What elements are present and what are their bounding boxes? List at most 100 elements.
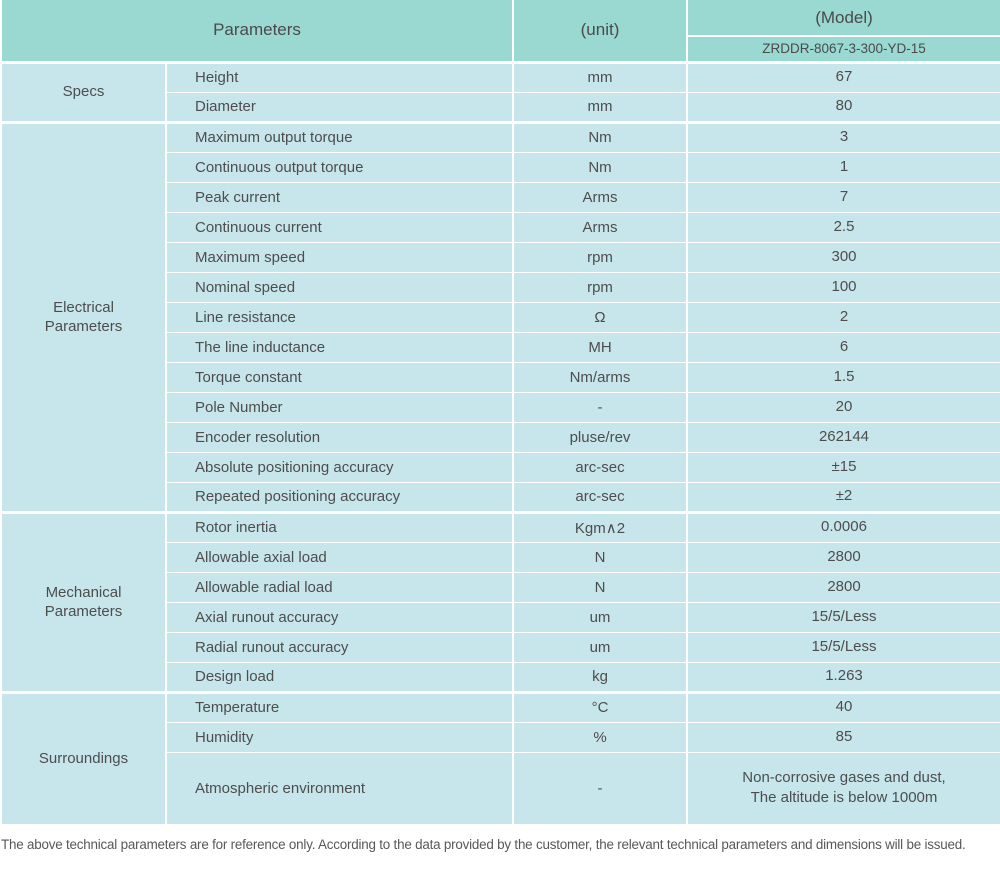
param-unit: °C — [512, 690, 687, 722]
param-unit: Ω — [512, 301, 687, 332]
param-value: 2.5 — [686, 211, 1000, 242]
section-electrical-parameters: Electrical Parameters Maximum output tor… — [1, 120, 1000, 512]
param-unit: Nm — [512, 151, 687, 182]
table-row: Design load kg 1.263 — [1, 661, 1000, 692]
param-name: Diameter — [165, 91, 513, 122]
table-row: Nominal speed rpm 100 — [1, 271, 1000, 302]
table-row: Specs Height mm 67 — [1, 60, 1000, 122]
table-row: Axial runout accuracy um 15/5/Less — [1, 601, 1000, 632]
column-header-unit: (unit) — [512, 0, 687, 62]
param-value: 6 — [686, 331, 1000, 362]
param-value: 85 — [686, 721, 1000, 752]
section-mechanical-parameters: Mechanical Parameters Rotor inertia Kgm∧… — [1, 510, 1000, 692]
table-row: Allowable radial load N 2800 — [1, 571, 1000, 602]
param-value: 100 — [686, 271, 1000, 302]
param-name: Continuous current — [165, 211, 513, 242]
table-row: Torque constant Nm/arms 1.5 — [1, 361, 1000, 392]
param-name: Peak current — [165, 181, 513, 212]
param-name: Absolute positioning accuracy — [165, 451, 513, 482]
param-value: 15/5/Less — [686, 601, 1000, 632]
table-row: Surroundings Temperature °C 40 — [1, 690, 1000, 824]
param-value: ±15 — [686, 451, 1000, 482]
table-row: Humidity % 85 — [1, 721, 1000, 752]
table-row: Mechanical Parameters Rotor inertia Kgm∧… — [1, 510, 1000, 692]
section-category-label: Mechanical Parameters — [1, 510, 166, 692]
param-name: Nominal speed — [165, 271, 513, 302]
param-name: Pole Number — [165, 391, 513, 422]
param-unit: Arms — [512, 211, 687, 242]
param-name: Encoder resolution — [165, 421, 513, 452]
section-category-label: Electrical Parameters — [1, 120, 166, 512]
param-unit: pluse/rev — [512, 421, 687, 452]
table-row: Absolute positioning accuracy arc-sec ±1… — [1, 451, 1000, 482]
param-name: Atmospheric environment — [165, 751, 513, 824]
param-name: Continuous output torque — [165, 151, 513, 182]
table-row: The line inductance MH 6 — [1, 331, 1000, 362]
param-value: Non-corrosive gases and dust, The altitu… — [686, 751, 1000, 824]
footnote-text: The above technical parameters are for r… — [1, 837, 966, 852]
param-value: 3 — [686, 120, 1000, 152]
table-row: Radial runout accuracy um 15/5/Less — [1, 631, 1000, 662]
table-row: Encoder resolution pluse/rev 262144 — [1, 421, 1000, 452]
column-header-parameters: Parameters — [1, 0, 513, 62]
param-value: 0.0006 — [686, 510, 1000, 542]
param-name: Maximum speed — [165, 241, 513, 272]
param-unit: um — [512, 631, 687, 662]
param-name: Temperature — [165, 690, 513, 722]
param-name: Repeated positioning accuracy — [165, 481, 513, 512]
param-name: Allowable radial load — [165, 571, 513, 602]
param-unit: - — [512, 751, 687, 824]
param-unit: Nm — [512, 120, 687, 152]
param-name: Radial runout accuracy — [165, 631, 513, 662]
param-unit: Nm/arms — [512, 361, 687, 392]
param-name: Height — [165, 60, 513, 92]
param-unit: arc-sec — [512, 481, 687, 512]
param-unit: % — [512, 721, 687, 752]
table-row: Repeated positioning accuracy arc-sec ±2 — [1, 481, 1000, 512]
param-unit: mm — [512, 60, 687, 92]
param-value: 2800 — [686, 571, 1000, 602]
table-row: Diameter mm 80 — [1, 91, 1000, 122]
param-name: Line resistance — [165, 301, 513, 332]
table-row: Allowable axial load N 2800 — [1, 541, 1000, 572]
param-unit: N — [512, 541, 687, 572]
table-row: Pole Number - 20 — [1, 391, 1000, 422]
param-unit: arc-sec — [512, 451, 687, 482]
param-value: ±2 — [686, 481, 1000, 512]
table-row: Continuous current Arms 2.5 — [1, 211, 1000, 242]
param-name: Design load — [165, 661, 513, 692]
param-unit: N — [512, 571, 687, 602]
param-name: Torque constant — [165, 361, 513, 392]
param-value: 262144 — [686, 421, 1000, 452]
param-value: 2 — [686, 301, 1000, 332]
param-value: 7 — [686, 181, 1000, 212]
param-value: 1.263 — [686, 661, 1000, 692]
param-name: Maximum output torque — [165, 120, 513, 152]
param-name: Humidity — [165, 721, 513, 752]
param-value: 67 — [686, 60, 1000, 92]
param-name: The line inductance — [165, 331, 513, 362]
param-name: Rotor inertia — [165, 510, 513, 542]
param-unit: Kgm∧2 — [512, 510, 687, 542]
param-value: 1 — [686, 151, 1000, 182]
param-name: Axial runout accuracy — [165, 601, 513, 632]
section-specs: Specs Height mm 67 Diameter mm 80 — [1, 60, 1000, 122]
param-unit: Arms — [512, 181, 687, 212]
param-unit: MH — [512, 331, 687, 362]
section-category-label: Specs — [1, 60, 166, 122]
param-unit: rpm — [512, 241, 687, 272]
param-value: 80 — [686, 91, 1000, 122]
param-unit: kg — [512, 661, 687, 692]
model-number: ZRDDR-8067-3-300-YD-15 — [686, 35, 1000, 62]
table-row: Line resistance Ω 2 — [1, 301, 1000, 332]
param-value: 2800 — [686, 541, 1000, 572]
table-row: Maximum speed rpm 300 — [1, 241, 1000, 272]
section-category-label: Surroundings — [1, 690, 166, 824]
table-header: Parameters (unit) (Model) ZRDDR-8067-3-3… — [1, 0, 1000, 62]
column-header-model: (Model) — [686, 0, 1000, 36]
section-surroundings: Surroundings Temperature °C 40 Humidity … — [1, 690, 1000, 824]
param-value: 40 — [686, 690, 1000, 722]
table-row: Continuous output torque Nm 1 — [1, 151, 1000, 182]
param-unit: - — [512, 391, 687, 422]
